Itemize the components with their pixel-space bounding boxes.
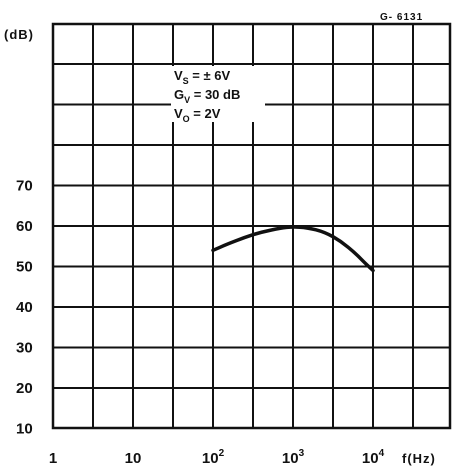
- y-tick-label: 70: [16, 178, 33, 195]
- y-tick-label: 40: [16, 299, 33, 316]
- data-series: [213, 227, 450, 270]
- y-tick-label: 10: [16, 421, 33, 438]
- y-axis-ticks: 10 20 30 40 50 60 70: [16, 178, 33, 438]
- x-tick-label: 10: [125, 450, 142, 466]
- x-tick-label: 102: [202, 448, 225, 466]
- x-tick-label: 103: [282, 448, 305, 466]
- y-tick-label: 30: [16, 340, 33, 357]
- y-tick-label: 50: [16, 259, 33, 276]
- y-axis-label: (dB): [4, 27, 34, 42]
- x-axis-ticks: 1 10 102 103 104: [49, 448, 385, 466]
- x-axis-label: f(Hz): [402, 451, 436, 466]
- y-tick-label: 20: [16, 380, 33, 397]
- x-tick-label: 1: [49, 450, 57, 466]
- figure-code: G- 6131: [380, 12, 423, 23]
- y-tick-label: 60: [16, 218, 33, 235]
- x-tick-label: 104: [362, 448, 385, 466]
